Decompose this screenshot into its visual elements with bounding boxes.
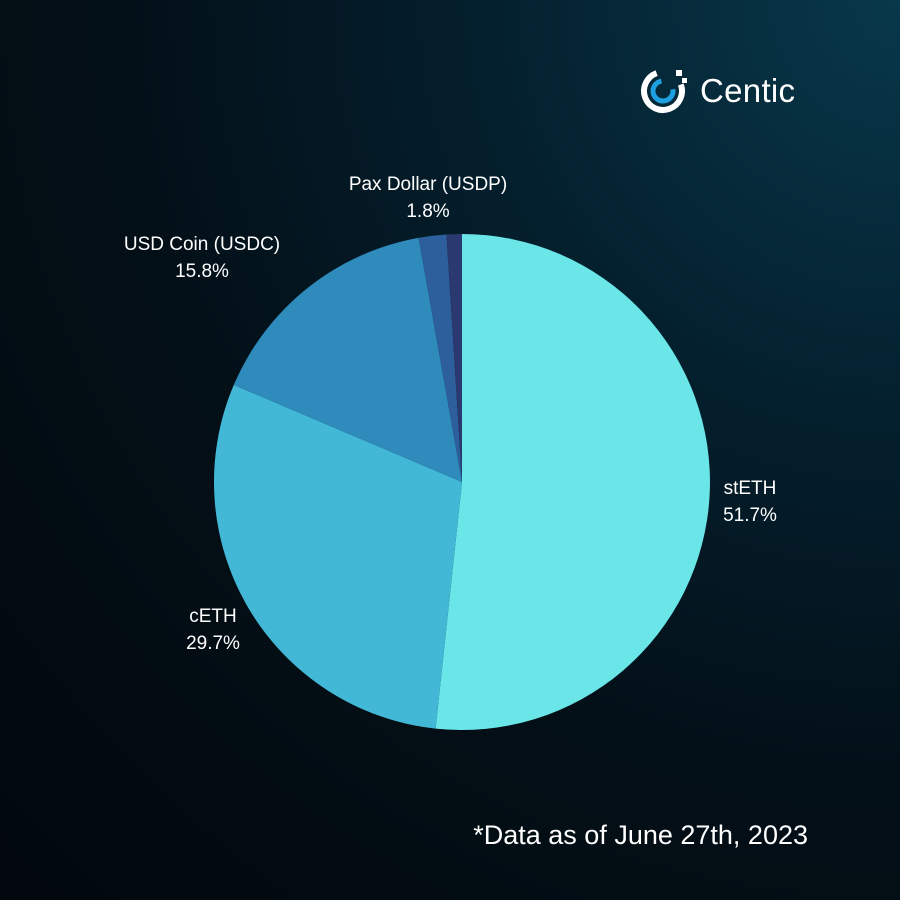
pie-slice-pax-dollar-usdp	[418, 234, 462, 482]
brand-name: Centic	[700, 72, 796, 109]
slice-label-steth: stETH	[724, 478, 777, 499]
pie-slice-ceth	[213, 384, 462, 729]
slice-label-ceth: cETH	[189, 606, 237, 627]
slice-label-pax-dollar-usdp: Pax Dollar (USDP)	[349, 174, 507, 195]
pie-slices	[213, 234, 710, 731]
slice-value-usd-coin-usdc: 15.8%	[175, 261, 229, 282]
slice-value-pax-dollar-usdp: 1.8%	[406, 201, 449, 222]
pie-slice-usd-coin-usdc	[233, 237, 462, 482]
slice-value-steth: 51.7%	[723, 505, 777, 526]
pie-labels: stETH 51.7% cETH 29.7% USD Coin (USDC) 15.8% P…	[124, 174, 777, 654]
slice-label-usd-coin-usdc: USD Coin (USDC)	[124, 234, 280, 255]
pie-slice-other	[446, 234, 462, 482]
pie-slice-steth	[435, 234, 710, 731]
brand-logo: Centic	[638, 66, 795, 116]
data-date-footnote: *Data as of June 27th, 2023	[473, 820, 808, 850]
centic-logo-icon	[641, 69, 687, 113]
slice-value-ceth: 29.7%	[186, 633, 240, 654]
